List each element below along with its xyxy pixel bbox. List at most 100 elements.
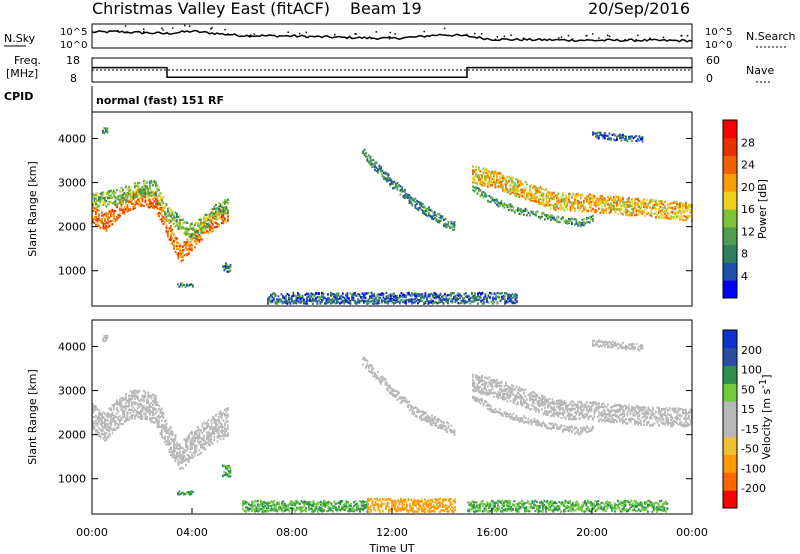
scatter-cell: [435, 297, 437, 300]
scatter-cell: [170, 447, 172, 450]
scatter-cell: [185, 253, 187, 256]
scatter-cell: [221, 423, 223, 426]
scatter-cell: [144, 412, 147, 415]
scatter-cell: [421, 293, 424, 296]
scatter-cell: [105, 418, 108, 422]
scatter-cell: [113, 211, 115, 214]
scatter-cell: [596, 134, 599, 137]
scatter-cell: [146, 401, 148, 404]
scatter-cell: [637, 203, 639, 207]
scatter-cell: [219, 434, 222, 437]
scatter-cell: [209, 220, 211, 223]
nsky-tick-top: 10^5: [60, 27, 87, 38]
scatter-cell: [568, 220, 570, 223]
scatter-cell: [144, 391, 147, 394]
scatter-cell: [201, 438, 204, 441]
scatter-cell: [138, 201, 141, 204]
scatter-cell: [153, 413, 156, 416]
scatter-cell: [138, 390, 141, 393]
scatter-cell: [105, 200, 108, 203]
scatter-cell: [107, 435, 109, 438]
scatter-cell: [162, 207, 165, 210]
scatter-cell: [373, 298, 376, 301]
scatter-cell: [488, 176, 491, 179]
scatter-cell: [171, 449, 174, 452]
scatter-cell: [153, 200, 156, 203]
scatter-cell: [155, 411, 157, 414]
scatter-cell: [227, 434, 229, 437]
scatter-cell: [137, 181, 139, 184]
scatter-cell: [218, 205, 220, 208]
scatter-cell: [541, 194, 543, 197]
scatter-cell: [158, 202, 160, 205]
scatter-cell: [492, 296, 494, 299]
scatter-cell: [158, 424, 160, 427]
scatter-cell: [102, 224, 105, 227]
scatter-cell: [218, 421, 220, 424]
scatter-cell: [221, 218, 223, 221]
scatter-cell: [481, 184, 483, 187]
scatter-cell: [96, 195, 99, 198]
scatter-cell: [433, 291, 436, 295]
scatter-cell: [156, 189, 159, 193]
scatter-cell: [496, 295, 499, 298]
scatter-cell: [632, 209, 635, 212]
scatter-cell: [395, 184, 397, 187]
scatter-cell: [153, 196, 156, 199]
scatter-cell: [634, 202, 636, 206]
scatter-cell: [500, 173, 503, 176]
scatter-cell: [180, 255, 183, 258]
scatter-cell: [173, 246, 175, 249]
scatter-cell: [331, 301, 334, 304]
scatter-cell: [165, 426, 168, 429]
scatter-cell: [173, 233, 175, 236]
scatter-cell: [331, 297, 334, 300]
scatter-cell: [108, 426, 111, 429]
scatter-cell: [571, 204, 573, 207]
scatter-cell: [126, 411, 129, 414]
scatter-cell: [378, 164, 381, 167]
scatter-cell: [387, 294, 389, 297]
scatter-cell: [318, 292, 320, 296]
scatter-cell: [487, 184, 489, 187]
scatter-cell: [494, 198, 497, 201]
nsearch-tick-top: 10^5: [705, 27, 732, 38]
scatter-cell: [447, 222, 450, 225]
scatter-cell: [227, 219, 229, 222]
scatter-cell: [316, 292, 319, 295]
scatter-cell: [386, 180, 388, 183]
scatter-cell: [527, 193, 530, 196]
scatter-cell: [626, 198, 629, 201]
scatter-cell: [538, 198, 540, 201]
scatter-cell: [138, 410, 141, 414]
scatter-cell: [150, 189, 153, 192]
scatter-cell: [367, 299, 370, 302]
scatter-cell: [447, 221, 450, 224]
scatter-cell: [152, 203, 154, 206]
scatter-cell: [161, 411, 163, 414]
scatter-cell: [393, 187, 396, 190]
scatter-cell: [472, 185, 474, 188]
scatter-cell: [197, 440, 199, 443]
scatter-cell: [185, 446, 187, 449]
scatter-cell: [562, 191, 564, 195]
scatter-cell: [135, 201, 138, 204]
scatter-cell: [114, 203, 117, 206]
scatter-cell: [623, 201, 626, 204]
scatter-cell: [215, 211, 217, 214]
scatter-cell: [425, 209, 427, 213]
scatter-cell: [557, 196, 560, 199]
scatter-cell: [429, 214, 432, 217]
scatter-cell: [638, 135, 641, 138]
scatter-cell: [161, 206, 163, 210]
scatter-cell: [179, 228, 181, 231]
scatter-cell: [428, 206, 430, 209]
scatter-cell: [428, 214, 430, 217]
scatter-cell: [128, 401, 130, 404]
scatter-cell: [123, 405, 126, 408]
scatter-cell: [96, 421, 99, 424]
scatter-cell: [661, 209, 663, 212]
scatter-cell: [103, 127, 106, 130]
scatter-cell: [212, 223, 214, 226]
scatter-cell: [328, 300, 331, 303]
